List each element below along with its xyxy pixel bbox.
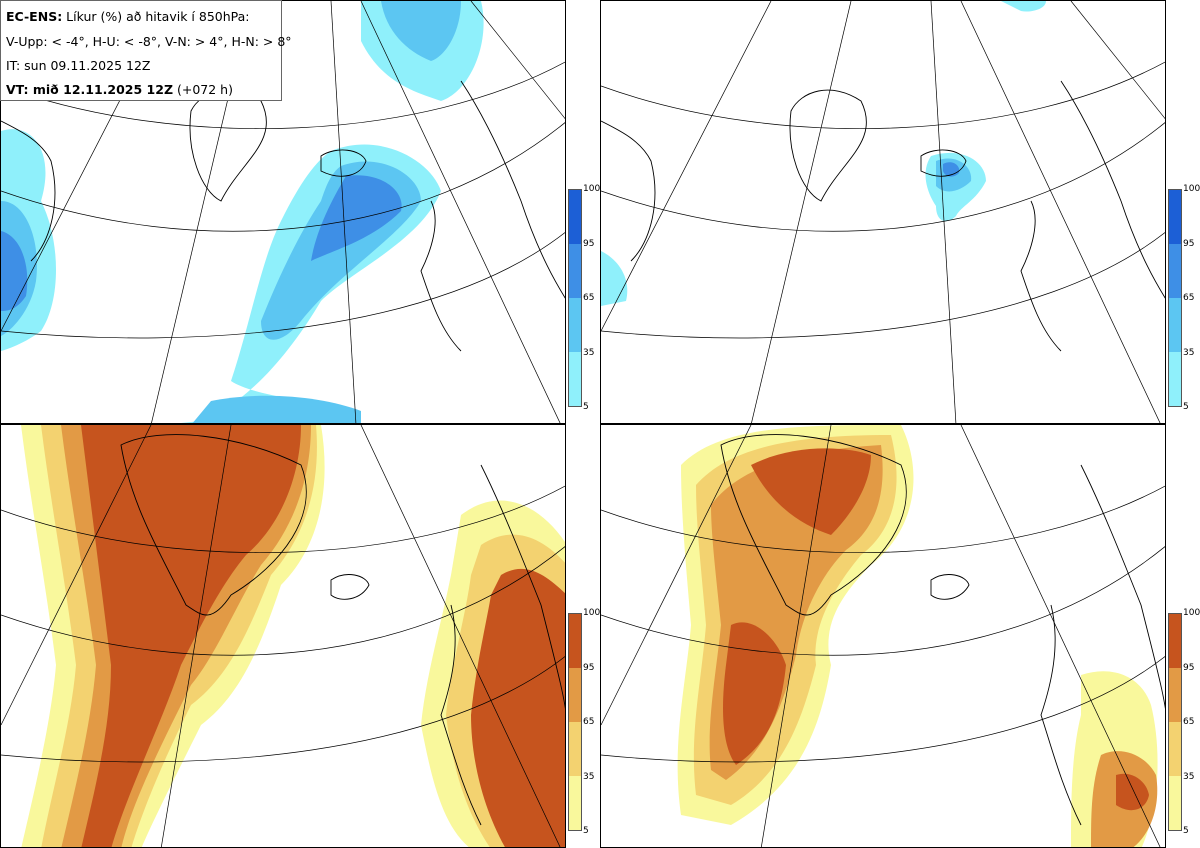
cb3-tick-35: 35 bbox=[583, 772, 595, 782]
graticule bbox=[601, 425, 1165, 847]
map-v-upp bbox=[1, 1, 565, 423]
cb2-tick-35: 35 bbox=[1183, 348, 1195, 358]
map-panel-h-n bbox=[600, 424, 1166, 848]
legend-thresholds: V-Upp: < -4°, H-U: < -8°, V-N: > 4°, H-N… bbox=[6, 34, 292, 49]
cb3-tick-5: 5 bbox=[583, 826, 589, 836]
legend-init-time: IT: sun 09.11.2025 12Z bbox=[6, 58, 151, 73]
cb1-tick-5: 5 bbox=[583, 402, 589, 412]
cb2-tick-5: 5 bbox=[1183, 402, 1189, 412]
graticule bbox=[601, 1, 1165, 423]
valid-time: VT: mið 12.11.2025 12Z bbox=[6, 82, 174, 97]
probability-field bbox=[601, 1, 1046, 306]
cb2-tick-95: 95 bbox=[1183, 239, 1195, 249]
cb4-tick-35: 35 bbox=[1183, 772, 1195, 782]
colorbar-blue-right bbox=[1168, 189, 1182, 407]
cb2-tick-100: 100 bbox=[1183, 184, 1200, 194]
coastlines bbox=[720, 434, 1165, 826]
cb4-tick-65: 65 bbox=[1183, 717, 1195, 727]
legend-line-1: EC-ENS: Líkur (%) að hitavik í 850hPa: bbox=[6, 9, 250, 24]
probability-field bbox=[21, 425, 565, 847]
legend-valid-time: VT: mið 12.11.2025 12Z (+072 h) bbox=[6, 82, 233, 97]
colorbar-brown-right bbox=[1168, 613, 1182, 831]
cb2-tick-65: 65 bbox=[1183, 293, 1195, 303]
coastlines bbox=[601, 80, 1165, 352]
cb4-tick-5: 5 bbox=[1183, 826, 1189, 836]
map-panel-h-u bbox=[600, 0, 1166, 424]
cb1-tick-95: 95 bbox=[583, 239, 595, 249]
map-v-n bbox=[1, 425, 565, 847]
colorbar-blue-top bbox=[568, 189, 582, 407]
cb1-tick-65: 65 bbox=[583, 293, 595, 303]
map-h-u bbox=[601, 1, 1165, 423]
cb3-tick-100: 100 bbox=[583, 608, 601, 618]
colorbar-brown-left bbox=[568, 613, 582, 831]
cb3-tick-95: 95 bbox=[583, 663, 595, 673]
coastlines bbox=[120, 434, 565, 826]
graticule bbox=[1, 425, 565, 847]
cb4-tick-95: 95 bbox=[1183, 663, 1195, 673]
map-panel-v-n bbox=[0, 424, 566, 848]
cb1-tick-100: 100 bbox=[583, 184, 601, 194]
probability-field bbox=[677, 425, 1158, 847]
variable-description: Líkur (%) að hitavik í 850hPa: bbox=[62, 9, 250, 24]
legend-box: EC-ENS: Líkur (%) að hitavik í 850hPa: V… bbox=[0, 0, 292, 101]
model-name: EC-ENS: bbox=[6, 9, 63, 24]
forecast-hour: (+072 h) bbox=[173, 82, 233, 97]
map-panel-v-upp bbox=[0, 0, 566, 424]
map-h-n bbox=[601, 425, 1165, 847]
cb1-tick-35: 35 bbox=[583, 348, 595, 358]
cb4-tick-100: 100 bbox=[1183, 608, 1200, 618]
cb3-tick-65: 65 bbox=[583, 717, 595, 727]
